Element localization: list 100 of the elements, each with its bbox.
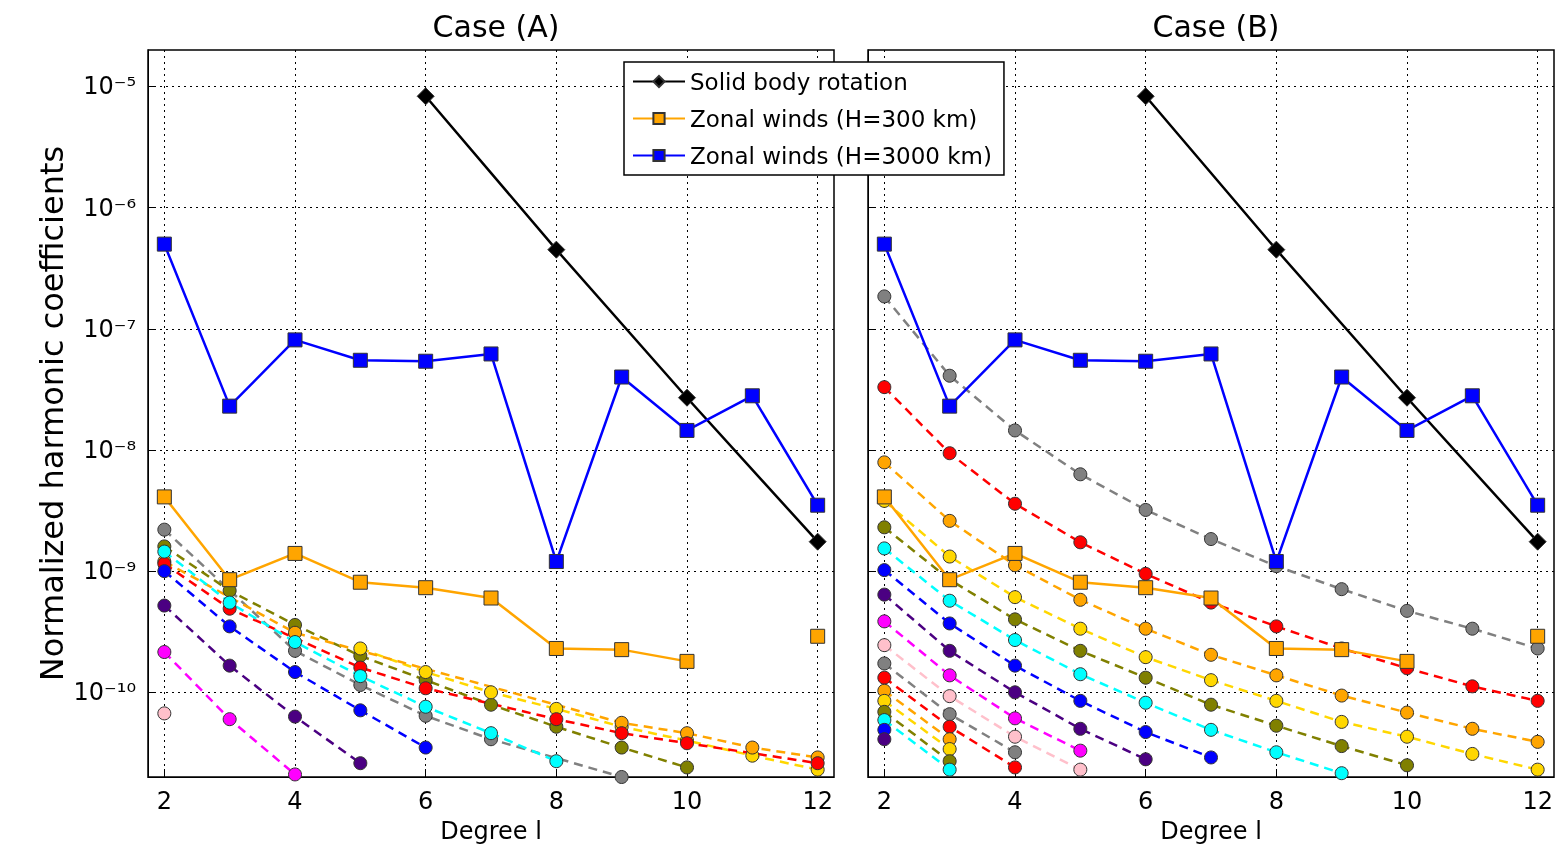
point (1269, 745, 1284, 760)
point (877, 732, 892, 747)
point (222, 658, 237, 673)
point (1008, 658, 1022, 673)
point (1400, 603, 1414, 618)
point (942, 742, 957, 757)
point (353, 703, 368, 718)
point (810, 497, 826, 513)
point (222, 398, 238, 414)
point (1073, 467, 1088, 482)
point (1269, 619, 1284, 634)
point (1464, 388, 1480, 404)
point (352, 352, 368, 368)
point (1007, 332, 1023, 348)
point (1007, 545, 1023, 561)
point (1334, 688, 1349, 703)
point (1400, 705, 1414, 720)
point (484, 685, 498, 700)
x-axis-title: Degree l (1160, 817, 1262, 845)
point (1465, 679, 1480, 694)
point (877, 614, 892, 629)
point (679, 653, 695, 669)
point (1073, 535, 1088, 550)
y-tick-label: 10⁻⁸ (83, 435, 136, 464)
point (288, 635, 302, 650)
point (877, 563, 892, 578)
point (808, 532, 827, 551)
point (157, 522, 172, 537)
point (1268, 640, 1284, 656)
point (877, 520, 892, 535)
point (418, 740, 433, 755)
point (1530, 628, 1546, 644)
point (483, 590, 499, 606)
point (876, 236, 892, 252)
point (1465, 746, 1480, 761)
point (942, 398, 958, 414)
point (942, 368, 957, 383)
point (1138, 580, 1154, 596)
point (614, 642, 630, 658)
point (942, 689, 957, 704)
point (745, 740, 760, 755)
y-tick-label: 10⁻⁶ (83, 193, 136, 222)
point (1136, 87, 1155, 106)
point (288, 709, 302, 724)
point (810, 756, 825, 771)
x-tick-label: 6 (418, 787, 434, 815)
point (1530, 693, 1545, 708)
x-tick-label: 6 (1138, 787, 1154, 815)
point (1334, 714, 1349, 729)
point (1203, 590, 1219, 606)
x-tick-label: 4 (1007, 787, 1023, 815)
y-tick-label: 10⁻⁹ (83, 557, 136, 586)
point (1269, 668, 1284, 683)
point (1530, 497, 1546, 513)
point (1465, 721, 1480, 736)
point (1334, 739, 1349, 754)
point (1073, 721, 1088, 736)
point (1073, 693, 1088, 708)
point (353, 641, 368, 656)
point (157, 598, 172, 613)
point (483, 346, 499, 362)
point (484, 697, 498, 712)
x-tick-label: 2 (156, 787, 172, 815)
point (1269, 718, 1284, 733)
point (942, 643, 957, 658)
point (1072, 352, 1088, 368)
point (1138, 670, 1153, 685)
point (1334, 369, 1350, 385)
point (614, 369, 630, 385)
point (1138, 752, 1153, 767)
point (942, 549, 957, 564)
point (416, 87, 435, 106)
point (1008, 760, 1022, 775)
point (877, 289, 892, 304)
point (484, 726, 498, 741)
point (1398, 388, 1416, 407)
x-tick-label: 10 (1391, 787, 1423, 815)
point (157, 564, 172, 579)
point (1073, 621, 1088, 636)
y-tick-label: 10⁻¹⁰ (73, 678, 136, 707)
point (942, 707, 957, 722)
x-tick-label: 8 (1268, 787, 1284, 815)
point (1138, 650, 1153, 665)
point (1008, 633, 1022, 648)
point (1528, 532, 1547, 551)
point (614, 726, 629, 741)
point (942, 719, 957, 734)
point (942, 593, 957, 608)
point (418, 665, 433, 680)
point (942, 762, 957, 777)
point (1204, 532, 1218, 547)
point (876, 489, 892, 505)
point (1138, 621, 1153, 636)
legend-label: Zonal winds (H=3000 km) (690, 142, 992, 169)
chart-title: Case (B) (1152, 8, 1280, 44)
point (157, 544, 172, 559)
point (614, 740, 629, 755)
point (877, 656, 892, 671)
point (1204, 673, 1218, 688)
point (680, 760, 694, 775)
